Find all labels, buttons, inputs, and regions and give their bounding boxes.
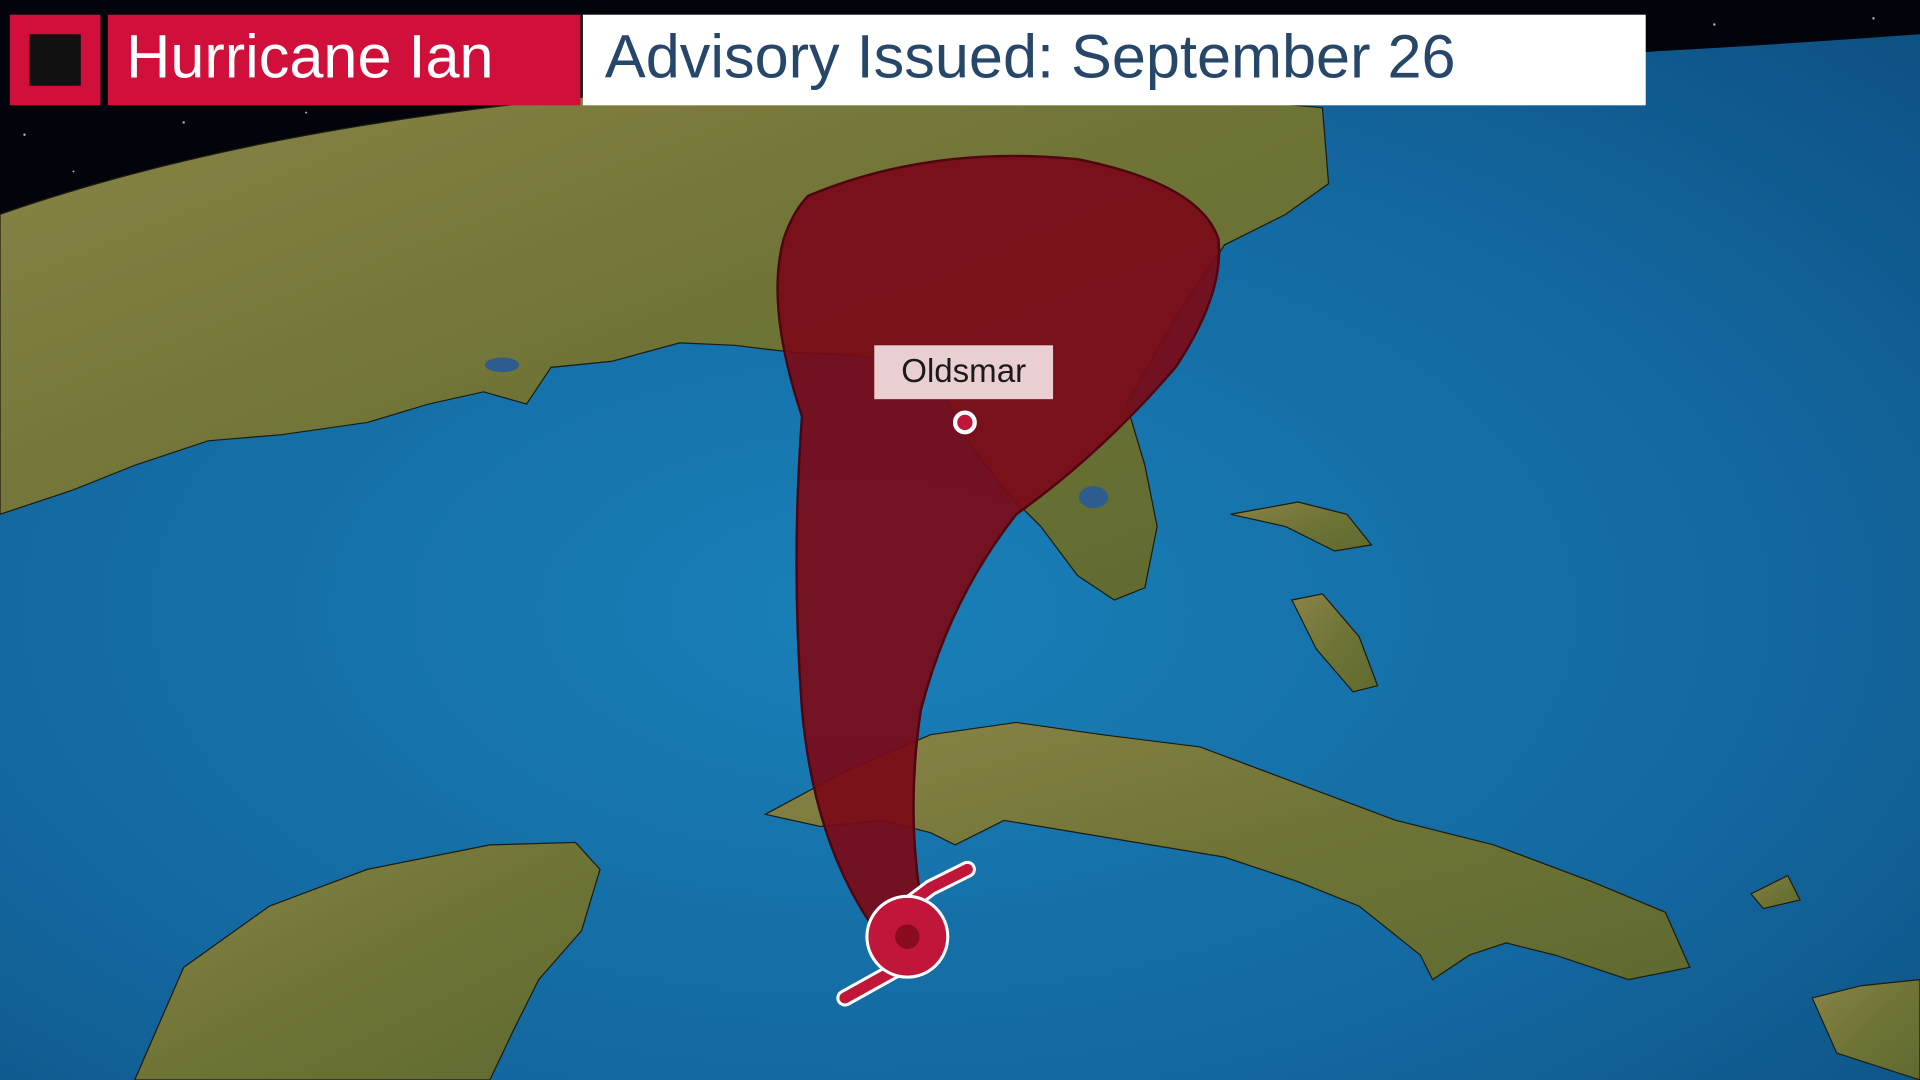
city-label-box (874, 345, 1054, 400)
storm-icon (29, 34, 81, 86)
city-label: Oldsmar (901, 353, 1026, 390)
hurricane-symbol (836, 860, 976, 1007)
cuba (763, 721, 1691, 981)
storm-name-box (107, 14, 581, 106)
storm-name: Hurricane Ian (126, 22, 494, 90)
hispaniola (1811, 978, 1920, 1080)
advisory-box (582, 14, 1646, 106)
advisory-text: Advisory Issued: September 26 (605, 22, 1456, 90)
city-marker (952, 410, 977, 435)
lake (1078, 486, 1109, 509)
jamaica (1750, 874, 1801, 910)
bahamas (1290, 593, 1379, 693)
yucatan (134, 841, 601, 1080)
bahamas-north (1230, 501, 1373, 552)
lake (484, 357, 520, 373)
